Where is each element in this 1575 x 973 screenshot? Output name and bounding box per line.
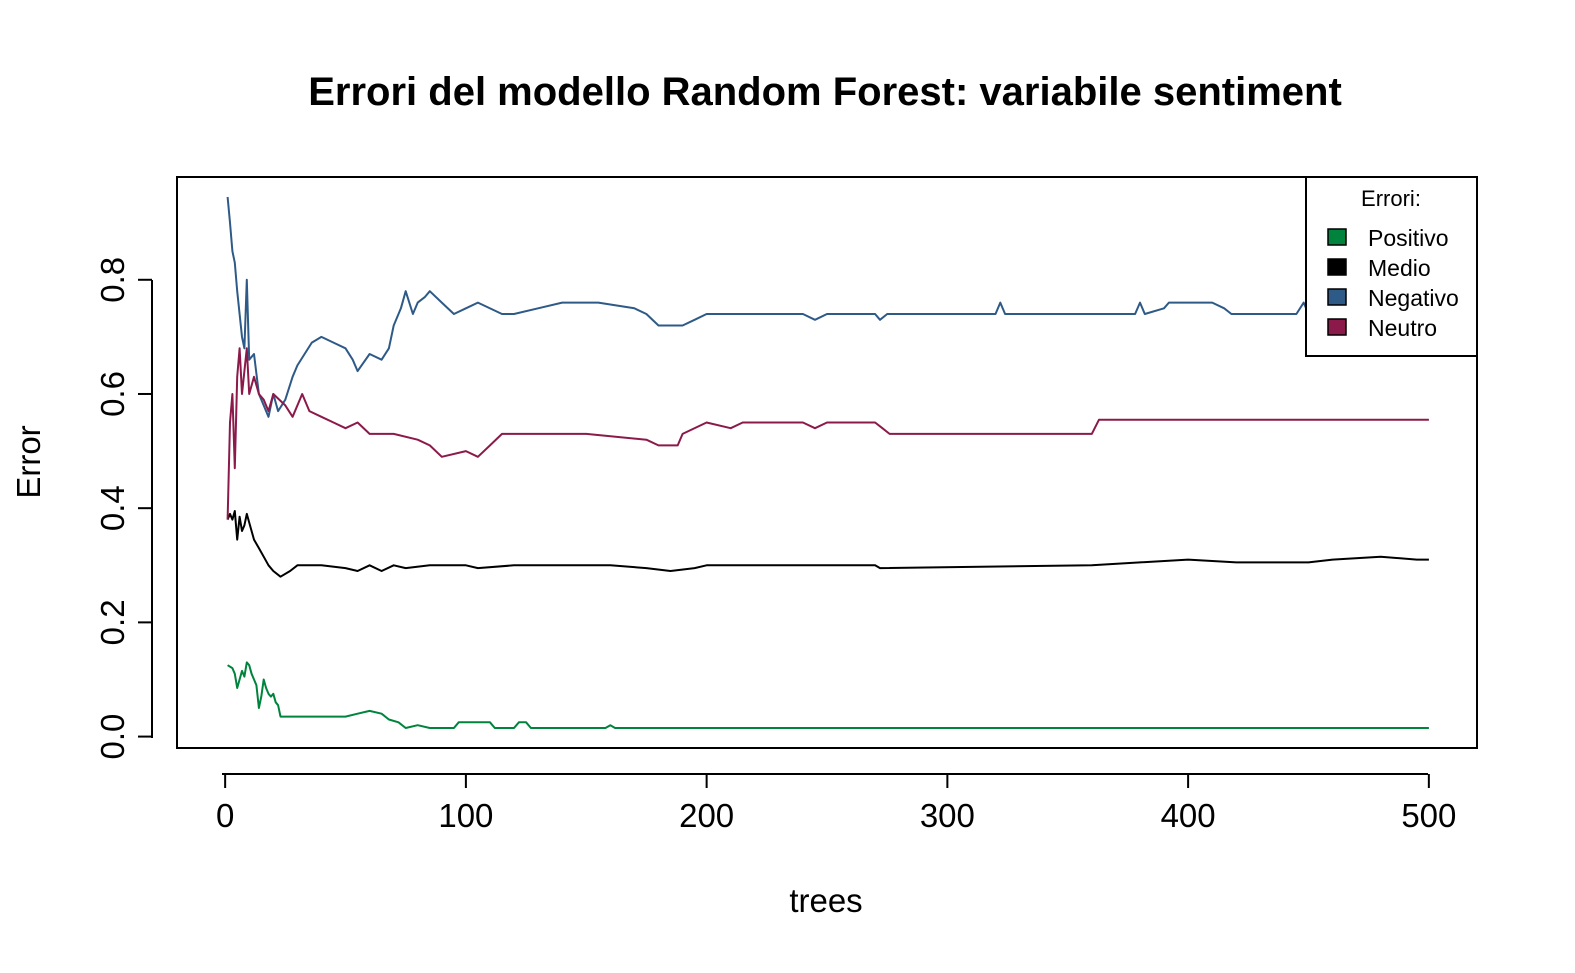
y-tick-label: 0.8 [94,257,131,303]
series-layer [226,196,1429,729]
series-line-positivo [227,661,1429,729]
legend-swatch [1327,318,1347,336]
legend-swatch [1327,288,1347,306]
x-axis-label: trees [789,882,862,919]
plot-frame [176,176,1478,749]
x-tick-label: 100 [438,797,493,834]
y-tick-label: 0.0 [94,714,131,760]
legend-entries: Positivo Medio Negativo Neutro [1327,225,1459,341]
y-axis: 0.0 0.2 0.4 0.6 0.8 [94,257,153,760]
x-tick-label: 200 [679,797,734,834]
legend-swatch [1327,258,1347,276]
legend-label: Negativo [1368,285,1459,311]
x-tick-label: 300 [920,797,975,834]
y-axis-label: Error [10,425,47,498]
series-line-neutro [226,347,1429,520]
x-tick-label: 400 [1161,797,1216,834]
legend: Errori: Positivo Medio Negativo Neutro [1305,176,1478,357]
legend-label: Medio [1368,255,1431,281]
x-axis: 0 100 200 300 400 500 [216,773,1456,834]
legend-label: Positivo [1368,225,1449,251]
y-tick-label: 0.6 [94,371,131,417]
series-line-medio [226,510,1429,578]
legend-swatch [1327,228,1347,246]
x-tick-label: 0 [216,797,234,834]
legend-title: Errori: [1361,186,1421,211]
series-line-negativo [226,196,1310,418]
legend-label: Neutro [1368,315,1437,341]
y-tick-label: 0.4 [94,485,131,531]
x-tick-label: 500 [1401,797,1456,834]
chart-title: Errori del modello Random Forest: variab… [308,70,1342,114]
y-tick-label: 0.2 [94,599,131,645]
